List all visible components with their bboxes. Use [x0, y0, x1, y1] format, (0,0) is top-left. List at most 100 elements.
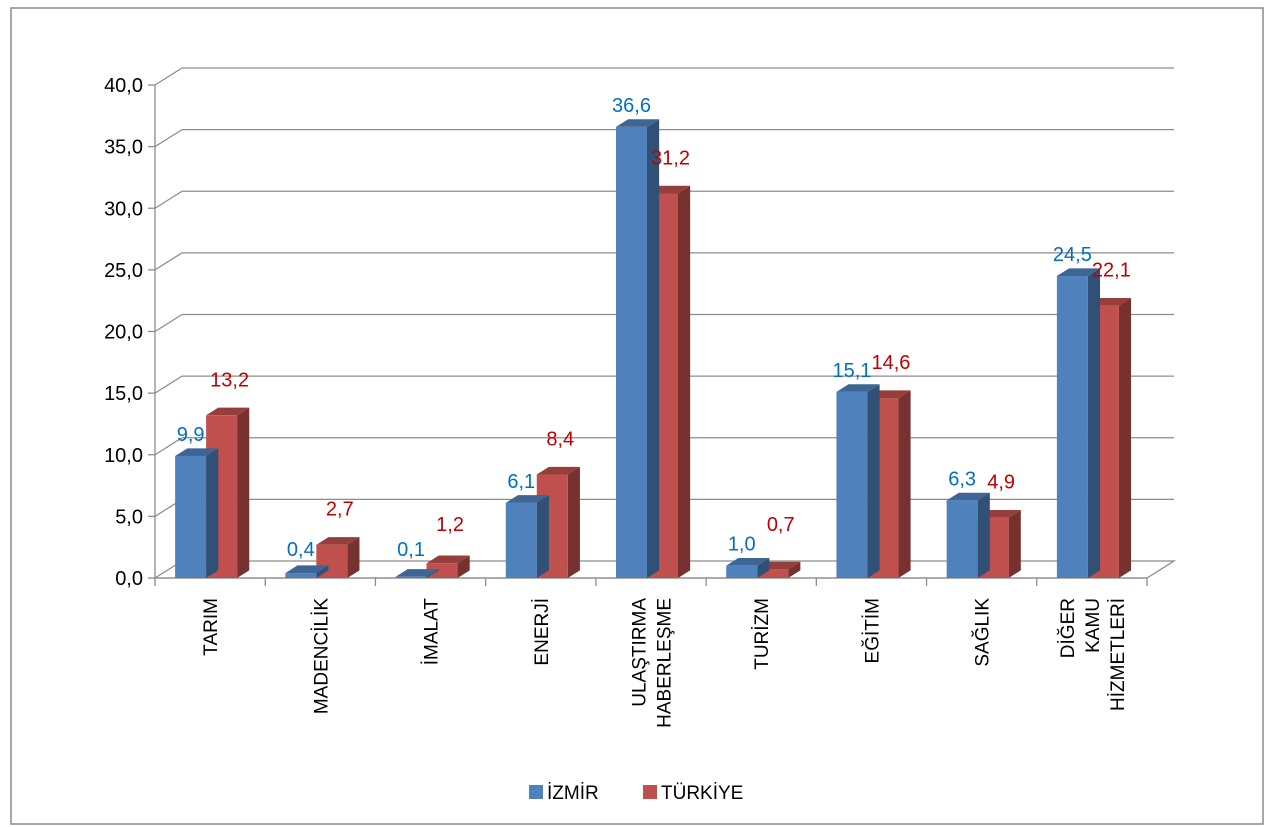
category-label-line: HABERLEŞME	[655, 598, 676, 728]
y-tick-label: 40,0	[104, 75, 143, 97]
category-label: TARIM	[201, 598, 222, 656]
data-label-turkiye: 14,6	[871, 352, 910, 374]
bar-turkiye-front	[757, 569, 789, 578]
data-label-izmir: 6,1	[507, 471, 535, 493]
data-label-turkiye: 22,1	[1092, 260, 1131, 282]
category-label-line: TARIM	[201, 598, 222, 656]
y-tick-label: 25,0	[104, 260, 143, 282]
category-label-line: SAĞLIK	[972, 598, 994, 667]
data-label-izmir: 36,6	[612, 95, 651, 117]
legend-label-izmir: İZMİR	[547, 783, 599, 804]
data-label-turkiye: 8,4	[546, 428, 574, 450]
bar-izmir-top	[946, 492, 990, 501]
data-label-izmir: 6,3	[948, 468, 976, 490]
gridline-diagonal	[154, 313, 183, 333]
y-tick-label: 10,0	[104, 445, 143, 467]
gridline-diagonal	[154, 67, 183, 86]
bar-turkiye-side	[678, 185, 691, 578]
bar-izmir-top	[1056, 268, 1101, 277]
bar-izmir-side	[867, 384, 880, 578]
bar-izmir	[505, 495, 549, 578]
bar-izmir-top	[175, 448, 219, 456]
bar-izmir-front	[395, 576, 427, 578]
bar-izmir-top	[616, 119, 660, 127]
bar-izmir-side	[206, 448, 219, 578]
category-label: SAĞLIK	[972, 598, 994, 667]
bar-izmir-front	[726, 565, 758, 578]
gridline-diagonal	[154, 190, 183, 209]
bar-izmir	[946, 492, 990, 578]
bar-izmir-front	[285, 573, 317, 578]
legend-swatch-izmir	[529, 785, 543, 799]
y-tick-label: 30,0	[104, 198, 143, 220]
bar-izmir-top	[505, 495, 549, 503]
data-label-izmir: 24,5	[1053, 244, 1092, 266]
bar-izmir-side	[426, 569, 439, 578]
bar-turkiye-front	[426, 563, 458, 578]
gridline-diagonal	[154, 437, 183, 456]
bar-izmir-front	[505, 502, 537, 578]
bar-izmir-front	[836, 391, 868, 578]
y-tick-label: 20,0	[104, 322, 143, 344]
bar-izmir-top	[395, 569, 439, 577]
category-label: ULAŞTIRMA HABERLEŞME	[630, 598, 676, 728]
bar-izmir-front	[946, 500, 978, 578]
bar-izmir-front	[175, 455, 207, 578]
category-label-line: TURİZM	[752, 598, 773, 670]
bar-izmir-side	[977, 492, 990, 578]
data-label-turkiye: 1,2	[436, 514, 464, 536]
bar-turkiye-side	[788, 561, 801, 578]
bar-izmir	[395, 569, 439, 578]
category-label-line: MADENCİLİK	[311, 598, 332, 714]
legend-label-turkiye: TÜRKİYE	[661, 783, 743, 804]
bar-izmir-side	[536, 495, 549, 578]
data-label-turkiye: 4,9	[987, 472, 1015, 494]
category-label: İMALAT	[422, 598, 443, 666]
data-label-izmir: 15,1	[832, 360, 871, 382]
gridline-diagonal	[154, 252, 183, 271]
bar-izmir	[285, 565, 329, 578]
bar-izmir	[175, 448, 219, 578]
data-label-izmir: 0,4	[287, 539, 315, 561]
bar-turkiye-top	[206, 407, 250, 416]
bar-izmir	[616, 119, 660, 578]
bar-izmir	[1056, 268, 1101, 578]
bar-izmir-side	[316, 565, 329, 578]
bar-izmir-top	[285, 565, 329, 574]
category-label-line: EĞİTİM	[861, 598, 883, 663]
bar-izmir-side	[1087, 268, 1101, 578]
category-label-line: ULAŞTIRMA	[630, 598, 651, 707]
y-tick-label: 35,0	[104, 137, 143, 159]
category-label-line: ENERJİ	[532, 598, 553, 666]
bar-izmir-side	[647, 119, 660, 578]
bar-turkiye-side	[457, 555, 470, 578]
y-tick-label: 0,0	[115, 568, 143, 590]
bar-izmir-front	[616, 126, 647, 578]
category-label-line: KAMU	[1083, 598, 1104, 653]
y-tick-label: 15,0	[104, 383, 143, 405]
bar-turkiye-side	[237, 407, 250, 578]
data-label-turkiye: 31,2	[651, 147, 690, 169]
category-label: TURİZM	[752, 598, 773, 670]
category-label-line: DİĞER	[1057, 598, 1079, 658]
bar-turkiye-side	[1118, 297, 1132, 578]
bar-turkiye-side	[1008, 509, 1021, 578]
bar-izmir	[726, 558, 770, 578]
bar-turkiye-side	[347, 537, 360, 578]
gridline-diagonal	[154, 375, 183, 394]
y-tick-label: 5,0	[115, 506, 143, 528]
gridline-diagonal	[154, 129, 183, 148]
bar-turkiye-side	[567, 466, 580, 578]
category-label: MADENCİLİK	[311, 598, 332, 714]
bar-turkiye-top	[316, 537, 360, 545]
bar-izmir-side	[757, 558, 770, 578]
bar-turkiye-top	[536, 466, 580, 475]
data-label-turkiye: 2,7	[326, 499, 354, 521]
category-label: DİĞER KAMU HİZMETLERİ	[1057, 598, 1129, 711]
category-label-line: İMALAT	[422, 598, 443, 666]
bar-turkiye-side	[898, 390, 911, 578]
data-label-izmir: 1,0	[728, 534, 756, 556]
legend-swatch-turkiye	[643, 785, 657, 799]
